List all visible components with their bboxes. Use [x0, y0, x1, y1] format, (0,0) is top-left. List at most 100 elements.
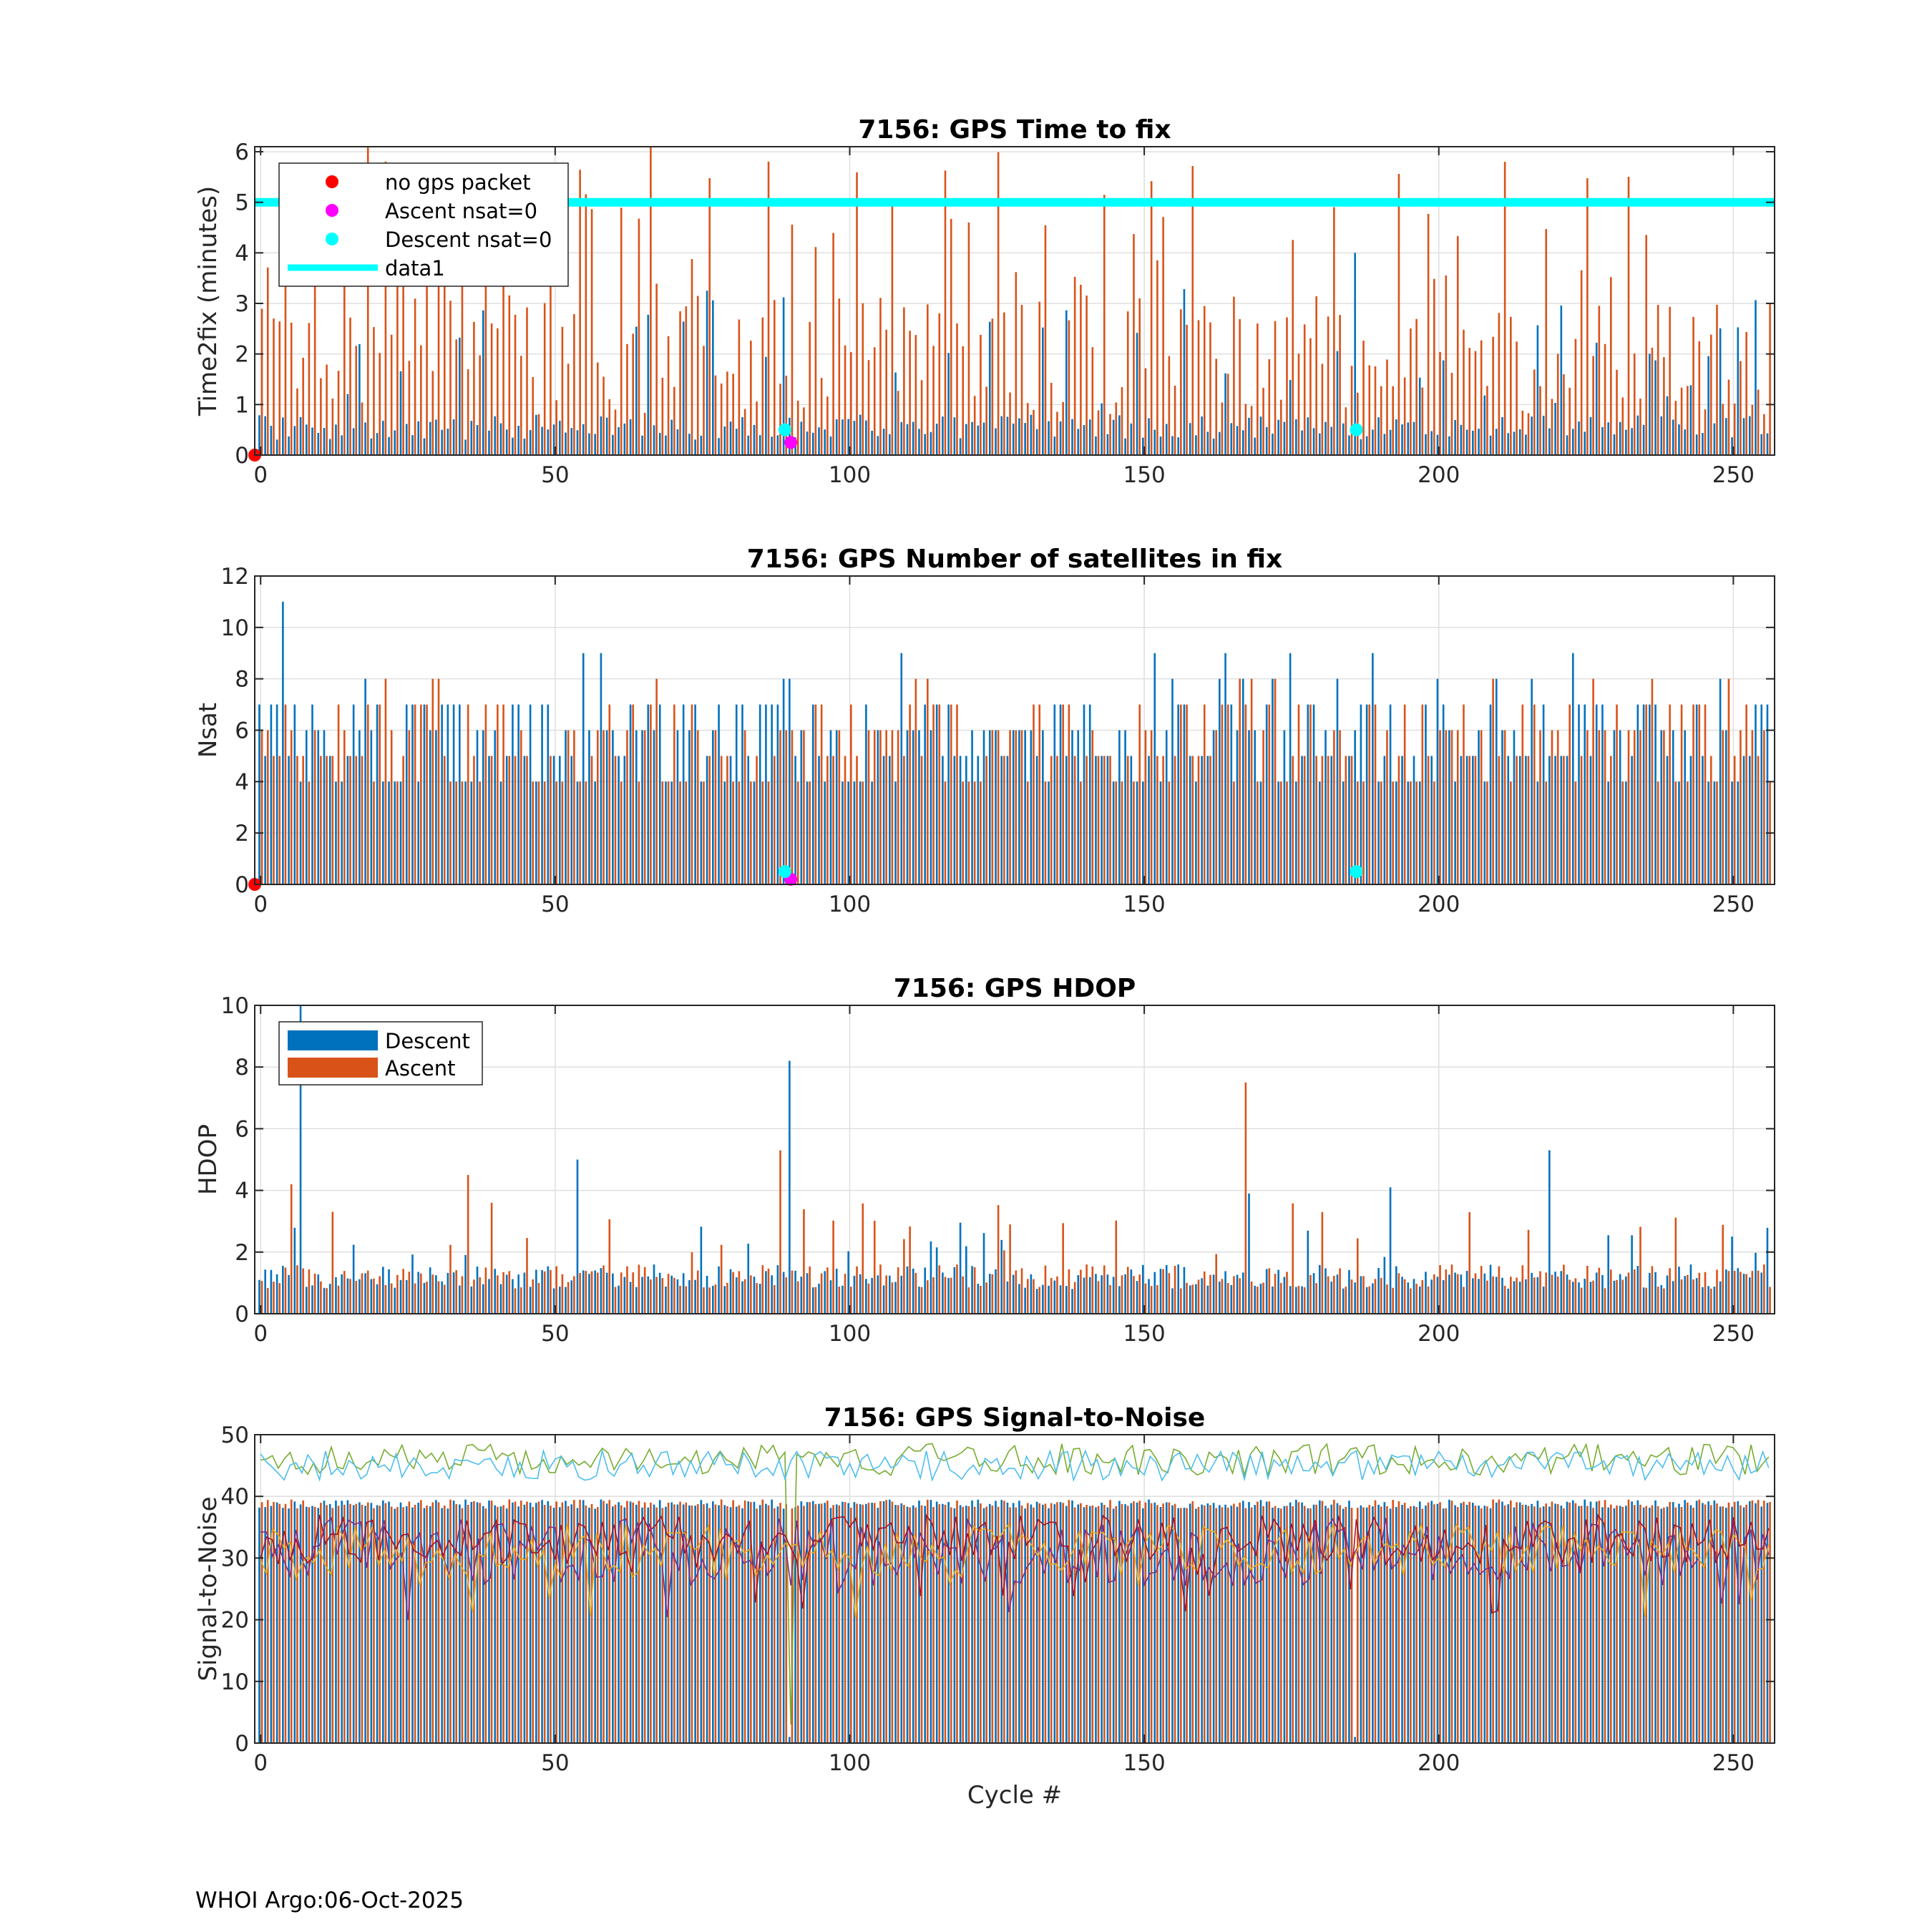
descent-bar [1101, 403, 1103, 455]
ascent-bar [608, 399, 611, 455]
descent-bar [1395, 1266, 1397, 1314]
descent-bar [1142, 1508, 1144, 1743]
descent-bar [1719, 328, 1722, 455]
ascent-bar [1174, 756, 1176, 884]
descent-bar [741, 1281, 743, 1314]
descent-bar [505, 756, 508, 884]
descent-bar [341, 1501, 343, 1743]
ascent-bar [909, 331, 911, 455]
ascent-bar [809, 321, 811, 455]
descent-bar [429, 421, 431, 455]
descent-bar [441, 1508, 443, 1743]
descent-bar [1206, 431, 1209, 455]
ascent-bar [897, 1267, 899, 1314]
descent-bar [629, 1282, 632, 1314]
descent-bar [1272, 1507, 1274, 1743]
ascent-bar [555, 781, 557, 884]
ascent-bar [1315, 756, 1317, 884]
descent-bar [311, 1506, 313, 1743]
descent-bar [1713, 1287, 1716, 1314]
ascent-bar [1215, 1508, 1218, 1743]
ascent-bar [1392, 1500, 1394, 1743]
descent-bar [1742, 1274, 1745, 1314]
ascent-bar [1126, 1267, 1129, 1314]
descent-bar [1695, 434, 1698, 455]
descent-bar [1478, 429, 1480, 455]
descent-bar [841, 419, 844, 455]
ascent-bar [1015, 272, 1018, 455]
descent-bar [570, 428, 573, 455]
descent-bar [953, 417, 956, 455]
ascent-bar [414, 1283, 416, 1314]
ascent-bar [1138, 1274, 1141, 1314]
ascent-bar [879, 730, 882, 884]
descent-bar [1101, 1275, 1103, 1314]
ascent-bar [526, 756, 528, 884]
ascent-bar [320, 756, 322, 884]
descent-bar [924, 1267, 927, 1314]
descent-bar [1088, 419, 1091, 455]
descent-bar [1148, 756, 1150, 884]
ascent-bar [1239, 1503, 1241, 1743]
descent-bar [1183, 704, 1186, 884]
descent-bar [1377, 1267, 1380, 1314]
descent-bar [405, 1506, 408, 1743]
ascent-bar [1374, 1279, 1377, 1314]
ascent-bar [508, 1271, 511, 1314]
ascent-bar [361, 402, 364, 455]
descent-bar [723, 1286, 726, 1314]
descent-bar [871, 1503, 873, 1743]
descent-bar [900, 1275, 903, 1314]
descent-bar [1401, 424, 1403, 455]
ascent-bar [1244, 1082, 1247, 1314]
ascent-bar [1327, 316, 1330, 455]
descent-bar [1112, 419, 1115, 455]
y-tick-label: 8 [235, 1055, 249, 1080]
descent-bar [1212, 1274, 1215, 1314]
descent-bar [1088, 1506, 1091, 1743]
ascent-bar [1592, 356, 1594, 455]
ascent-bar [1126, 756, 1129, 884]
descent-bar [529, 1502, 532, 1743]
ascent-bar [1009, 392, 1011, 455]
ascent-bar [761, 1265, 764, 1314]
ascent-bar [944, 1277, 947, 1314]
descent-bar [1407, 1282, 1410, 1314]
ascent-bar [1303, 756, 1306, 884]
ascent-bar [756, 1508, 758, 1743]
descent-bar [1607, 1507, 1609, 1743]
ascent-bar [1009, 730, 1011, 884]
descent-bar [1695, 1501, 1698, 1743]
ascent-bar [1669, 306, 1671, 455]
descent-bar [476, 730, 479, 884]
descent-bar [1219, 431, 1221, 455]
descent-bar [1731, 437, 1733, 455]
ascent-bar [650, 1502, 652, 1743]
descent-bar [758, 704, 761, 884]
descent-bar [1560, 306, 1563, 455]
ascent-bar [326, 1288, 328, 1314]
ascent-bar [691, 1505, 693, 1743]
descent-bar [1548, 428, 1551, 455]
ascent-bar [785, 1277, 788, 1314]
ascent-bar [437, 1281, 440, 1314]
ascent-bar [1740, 730, 1742, 884]
ascent-bar [1727, 1502, 1730, 1743]
x-tick-label: 100 [829, 462, 871, 488]
ascent-bar [260, 1502, 263, 1743]
ascent-bar [1410, 781, 1412, 884]
descent-bar [1236, 730, 1239, 884]
ascent-bar [743, 409, 746, 455]
descent-bar [629, 704, 632, 884]
descent-bar [1542, 1286, 1545, 1314]
descent-bar [1442, 360, 1445, 455]
descent-bar [1713, 423, 1716, 455]
ascent-bar [661, 1278, 664, 1314]
ascent-bar [673, 1277, 675, 1314]
descent-bar [275, 704, 278, 884]
ascent-bar [1138, 1501, 1141, 1743]
ascent-bar [1073, 1282, 1076, 1314]
ascent-bar [1085, 296, 1088, 455]
descent-bar [877, 436, 879, 455]
ascent-bar [1333, 1499, 1335, 1743]
